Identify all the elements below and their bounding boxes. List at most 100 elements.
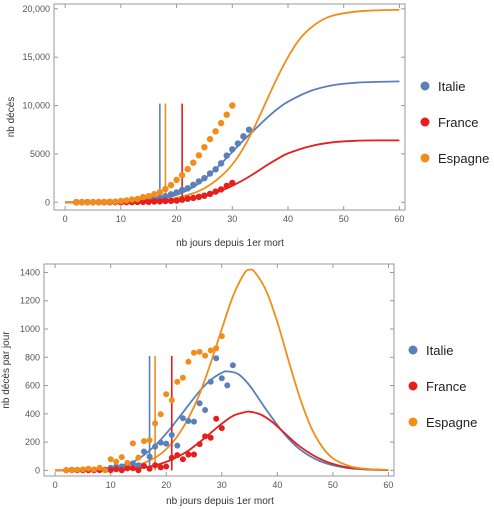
- legend: Italie France Espagne: [420, 79, 489, 166]
- point-espagne: [201, 144, 208, 151]
- point-italie: [212, 166, 219, 173]
- y-tick-label: 10,000: [22, 101, 50, 111]
- x-tick-label: 20: [161, 480, 171, 490]
- point-espagne: [167, 181, 175, 189]
- point-italie: [202, 407, 209, 413]
- point-espagne: [191, 349, 197, 356]
- point-espagne: [195, 152, 203, 159]
- point-france: [145, 198, 152, 205]
- point-italie: [135, 462, 142, 469]
- point-espagne: [139, 193, 147, 201]
- y-tick-label: 1400: [20, 267, 40, 277]
- fit-curve-france: [55, 410, 389, 472]
- x-axis-label: nb jours depuis 1er mort: [176, 238, 284, 249]
- point-espagne: [73, 199, 80, 206]
- point-italie: [141, 448, 147, 455]
- minor-ticks: [44, 264, 394, 476]
- legend-marker-france: [408, 381, 418, 391]
- point-france: [196, 441, 203, 448]
- point-espagne: [223, 111, 230, 118]
- x-tick-label: 50: [328, 480, 338, 490]
- point-espagne: [74, 466, 81, 473]
- point-france: [218, 425, 225, 432]
- point-france: [135, 467, 142, 474]
- point-espagne: [118, 454, 125, 461]
- y-tick-label: 5000: [30, 149, 50, 159]
- point-espagne: [212, 128, 219, 135]
- y-tick-label: 0: [45, 197, 50, 207]
- point-france: [152, 462, 159, 469]
- point-france: [201, 192, 208, 199]
- y-tick-label: 0: [35, 465, 40, 475]
- point-france: [229, 179, 236, 187]
- point-italie: [146, 453, 153, 460]
- point-italie: [201, 174, 208, 182]
- point-espagne: [190, 159, 197, 166]
- point-italie: [245, 126, 253, 133]
- point-espagne: [217, 119, 225, 127]
- point-italie: [162, 193, 169, 200]
- point-espagne: [113, 458, 120, 465]
- point-france: [167, 197, 175, 204]
- point-espagne: [79, 466, 86, 473]
- point-france: [118, 467, 125, 474]
- point-france: [107, 467, 114, 474]
- point-france: [146, 465, 153, 472]
- point-espagne: [124, 459, 131, 466]
- point-espagne: [163, 391, 170, 398]
- point-italie: [217, 160, 225, 167]
- fit-curve-espagne: [55, 268, 389, 472]
- x-tick-label: 60: [394, 214, 404, 224]
- point-france: [129, 465, 136, 472]
- data-points: [73, 102, 253, 206]
- point-italie: [185, 418, 192, 424]
- x-axis-label: nb jours depuis 1er mort: [166, 496, 274, 507]
- x-tick-label: 40: [272, 480, 282, 490]
- point-france: [173, 197, 180, 204]
- y-tick-label: 1000: [20, 324, 40, 334]
- point-france: [157, 464, 164, 471]
- point-espagne: [96, 464, 103, 471]
- point-espagne: [89, 198, 97, 206]
- point-france: [168, 454, 175, 461]
- point-espagne: [141, 438, 147, 445]
- y-tick-label: 200: [25, 437, 40, 447]
- legend-marker-italie: [408, 345, 418, 355]
- point-italie: [223, 152, 230, 159]
- legend-marker-espagne: [420, 153, 430, 163]
- point-espagne: [185, 358, 192, 365]
- point-france: [185, 451, 192, 458]
- legend-label-espagne: Espagne: [438, 151, 489, 166]
- legend-label-italie: Italie: [426, 343, 453, 358]
- plot-frame: [43, 263, 395, 477]
- point-espagne: [117, 197, 125, 205]
- y-tick-label: 600: [25, 381, 40, 391]
- y-tick-label: 800: [25, 352, 40, 362]
- x-tick-label: 0: [63, 214, 68, 224]
- point-italie: [184, 185, 191, 192]
- point-espagne: [202, 352, 209, 359]
- point-espagne: [196, 348, 203, 355]
- point-france: [124, 465, 131, 472]
- point-espagne: [129, 440, 136, 447]
- point-france: [174, 452, 181, 459]
- point-espagne: [218, 333, 225, 340]
- point-espagne: [78, 199, 86, 206]
- point-italie: [167, 191, 175, 198]
- x-tick-label: 10: [116, 214, 126, 224]
- x-tick-label: 40: [283, 214, 293, 224]
- point-france: [207, 434, 214, 441]
- point-france: [213, 415, 220, 422]
- legend: Italie France Espagne: [408, 343, 477, 430]
- x-tick-label: 60: [383, 480, 393, 490]
- point-espagne: [146, 437, 153, 444]
- point-italie: [195, 178, 203, 185]
- y-tick-label: 1200: [20, 296, 40, 306]
- legend-label-france: France: [426, 379, 466, 394]
- point-italie: [224, 382, 231, 389]
- point-france: [162, 197, 169, 205]
- point-espagne: [156, 189, 164, 196]
- point-espagne: [168, 397, 175, 404]
